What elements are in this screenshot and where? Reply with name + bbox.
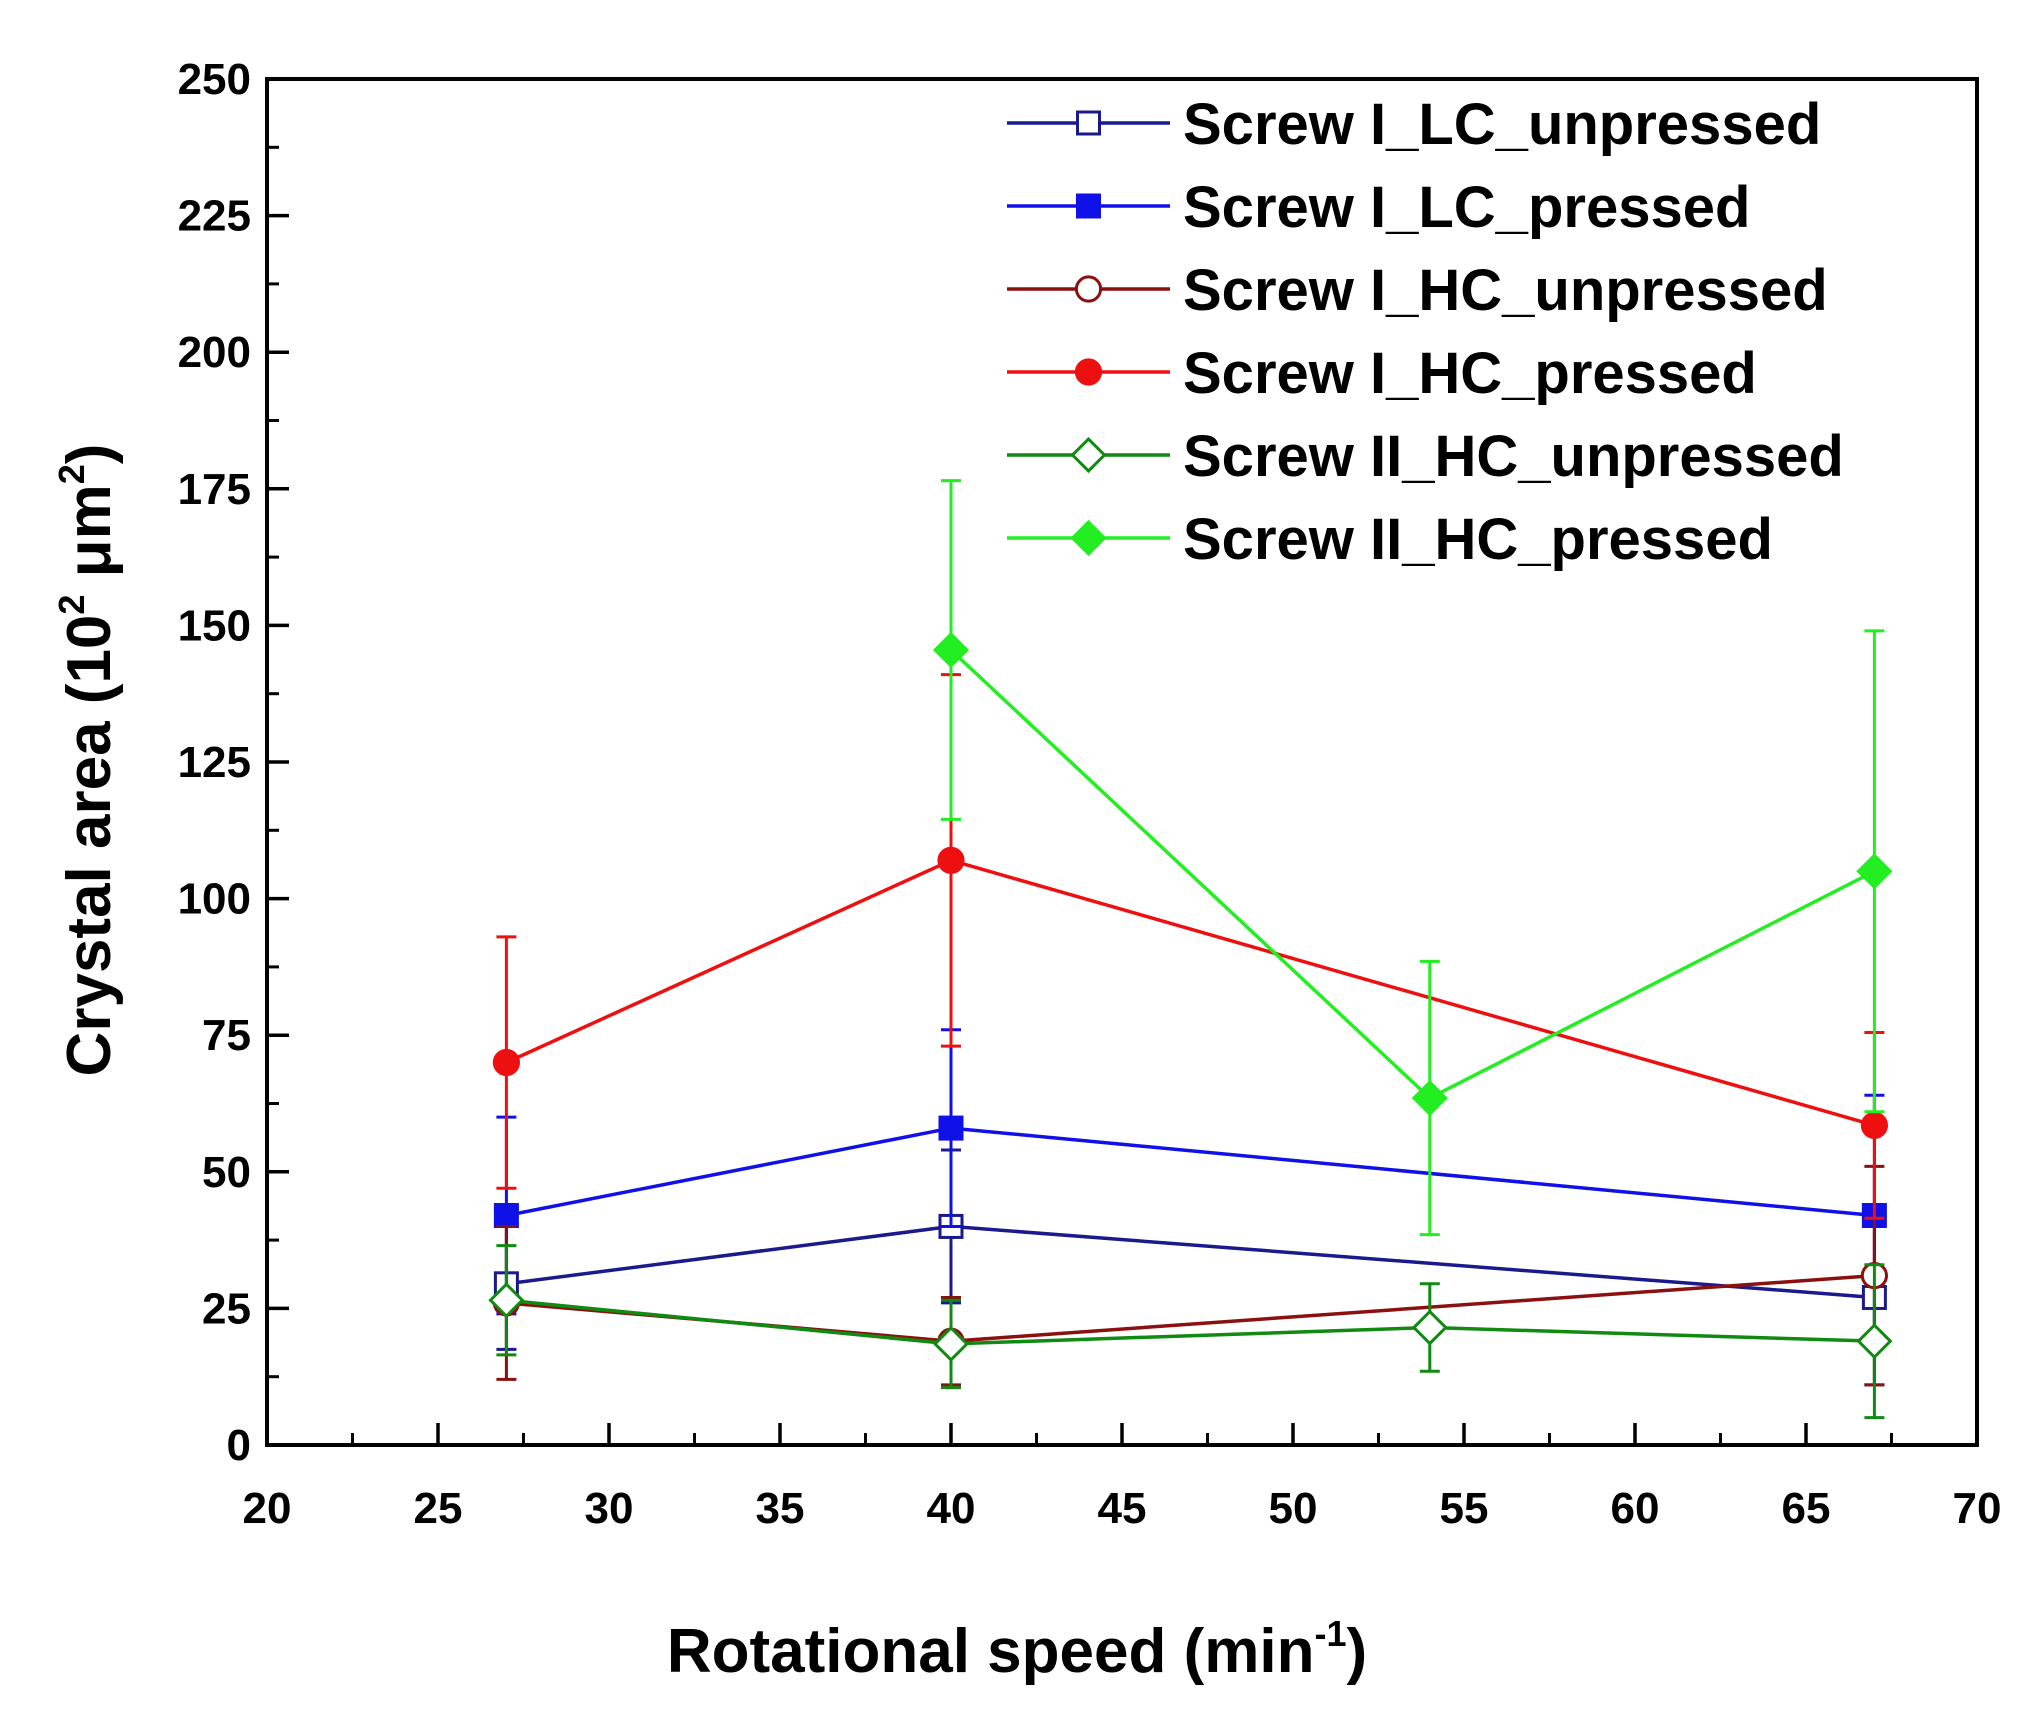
x-tick-label-9: 65	[1782, 1484, 1831, 1533]
series-2	[492, 1164, 1889, 1387]
y-axis-title-superscript: 2	[51, 595, 92, 615]
series-line-5	[949, 648, 1876, 1101]
legend-item-5: Screw II_HC_pressed	[1007, 507, 1773, 572]
axis-ticks: 20 25 30 35 40 45 50 55 60 65 70 0 25 50 75 100 125 150 17…	[178, 55, 2002, 1533]
x-axis-title-superscript: -1	[1314, 1613, 1346, 1654]
data-point-3-1	[937, 846, 965, 874]
series-line-1	[506, 1126, 1875, 1218]
legend-item-4: Screw II_HC_unpressed	[1007, 424, 1844, 489]
series-4	[488, 1244, 1893, 1420]
data-point-5-1	[1411, 1079, 1448, 1117]
x-tick-label-4: 40	[927, 1484, 976, 1533]
legend-marker-2	[1074, 275, 1103, 303]
legend-marker-4	[1070, 436, 1107, 474]
series-5	[932, 479, 1893, 1237]
y-tick-label-3: 75	[202, 1011, 251, 1060]
data-point-4-3	[1856, 1323, 1893, 1360]
y-tick-label-0: 0	[227, 1421, 251, 1470]
data-point-5-2	[1856, 853, 1893, 890]
data-point-4-2	[1411, 1309, 1448, 1346]
legend-item-0: Screw I_LC_unpressed	[1007, 92, 1821, 157]
series-line-2	[506, 1273, 1875, 1343]
series-line-0	[506, 1224, 1875, 1300]
y-tick-label-7: 175	[178, 465, 251, 514]
legend-label-0: Screw I_LC_unpressed	[1183, 92, 1821, 157]
x-tick-label-2: 30	[585, 1484, 634, 1533]
legend-label-5: Screw II_HC_pressed	[1183, 507, 1773, 572]
y-tick-label-6: 150	[178, 601, 251, 650]
x-tick-label-3: 35	[756, 1484, 805, 1533]
legend-item-2: Screw I_HC_unpressed	[1007, 258, 1828, 323]
data-point-3-0	[492, 1048, 520, 1077]
legend-item-3: Screw I_HC_pressed	[1007, 341, 1757, 406]
legend-marker-3	[1074, 358, 1103, 386]
data-point-3-2	[1860, 1111, 1889, 1139]
legend-label-1: Screw I_LC_pressed	[1183, 175, 1750, 240]
data-point-1-0	[493, 1203, 519, 1229]
legend-label-2: Screw I_HC_unpressed	[1183, 258, 1828, 323]
legend-marker-1	[1076, 193, 1101, 219]
legend-label-3: Screw I_HC_pressed	[1183, 341, 1757, 406]
x-tick-label-1: 25	[414, 1484, 463, 1533]
series-3	[492, 673, 1889, 1220]
x-axis-title: Rotational speed (min-1)	[667, 1613, 1367, 1686]
legend-item-1: Screw I_LC_pressed	[1007, 175, 1750, 240]
x-tick-label-10: 70	[1953, 1484, 2002, 1533]
series-line-3	[505, 858, 1875, 1128]
x-tick-label-7: 55	[1440, 1484, 1489, 1533]
y-tick-label-2: 50	[202, 1148, 251, 1197]
y-tick-label-8: 200	[178, 328, 251, 377]
x-tick-label-6: 50	[1269, 1484, 1318, 1533]
y-tick-label-1: 25	[202, 1284, 251, 1333]
series-0	[493, 1148, 1887, 1387]
y-tick-label-9: 225	[178, 192, 251, 241]
data-point-5-0	[932, 631, 970, 669]
legend-label-4: Screw II_HC_unpressed	[1183, 424, 1844, 489]
legend-marker-5	[1070, 519, 1107, 557]
data-point-1-1	[938, 1115, 964, 1141]
data-point-4-0	[488, 1282, 525, 1319]
legend: Screw I_LC_unpressed Screw I_LC_pressed Sc…	[1007, 92, 1844, 572]
y-axis-title: Crystal area (102 μm2)	[51, 444, 124, 1077]
y-tick-label-4: 100	[178, 875, 251, 924]
y-axis-title-superscript-2: 2	[51, 464, 92, 484]
series-line-4	[506, 1298, 1875, 1346]
x-tick-label-5: 45	[1098, 1484, 1147, 1533]
data-point-4-1	[932, 1325, 970, 1362]
legend-marker-0	[1076, 110, 1101, 136]
x-tick-label-8: 60	[1611, 1484, 1660, 1533]
y-tick-label-5: 125	[178, 738, 251, 787]
x-tick-label-0: 20	[243, 1484, 292, 1533]
chart-marks	[488, 479, 1893, 1420]
y-tick-label-10: 250	[178, 55, 251, 104]
